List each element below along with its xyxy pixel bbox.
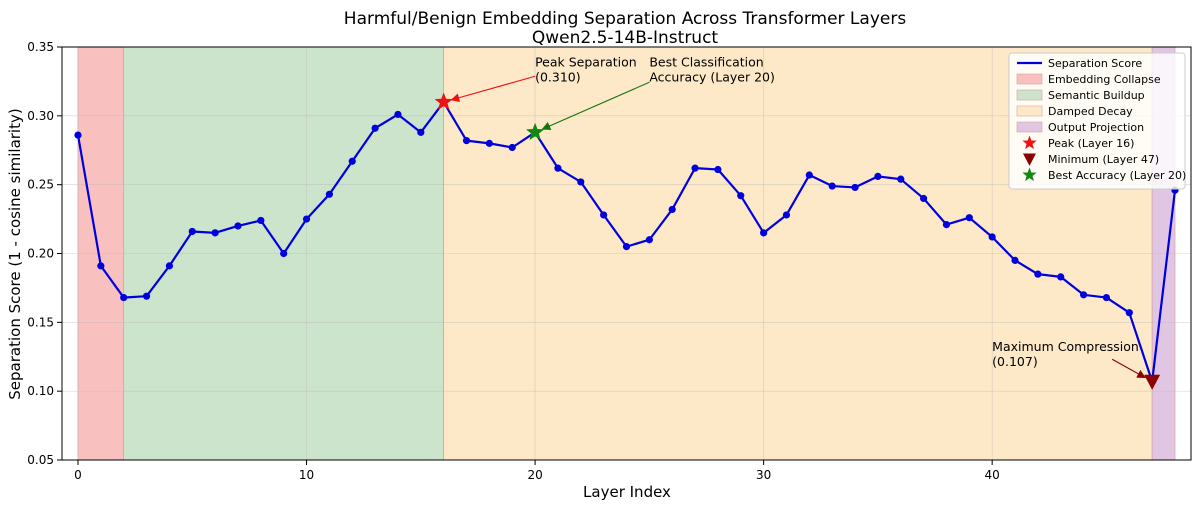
data-point xyxy=(462,137,471,145)
data-point xyxy=(485,139,493,147)
data-point xyxy=(394,110,402,119)
legend-box xyxy=(1008,52,1186,190)
x-tick-label: 10 xyxy=(299,468,314,482)
data-point xyxy=(142,292,151,300)
data-point xyxy=(234,222,242,230)
data-point xyxy=(760,229,768,237)
data-point xyxy=(554,164,562,172)
data-point xyxy=(1079,291,1088,299)
data-point xyxy=(851,183,859,192)
x-tick-label: 40 xyxy=(985,468,1000,482)
data-point xyxy=(737,192,745,200)
legend-label: Separation Score xyxy=(1048,57,1142,70)
legend-patch-icon xyxy=(1016,73,1043,85)
data-point xyxy=(1057,273,1065,281)
y-tick-label: 0.35 xyxy=(27,40,54,54)
annotation-text-layer: Peak Separation(0.310) Best Classificatio… xyxy=(535,54,1139,369)
legend-patch-icon xyxy=(1016,105,1043,117)
data-point xyxy=(1102,293,1111,302)
data-point xyxy=(508,143,516,152)
y-axis-label: Separation Score (1 - cosine similarity) xyxy=(6,108,24,399)
legend-star-icon xyxy=(1022,167,1037,182)
annotation-text: Best Classification xyxy=(649,54,763,69)
legend-label: Best Accuracy (Layer 20) xyxy=(1048,169,1186,182)
data-point xyxy=(942,220,951,229)
legend-star-icon xyxy=(1022,135,1037,150)
annotation-arrow xyxy=(541,81,650,130)
legend-label: Damped Decay xyxy=(1048,105,1133,118)
marker-best xyxy=(525,122,545,141)
data-point xyxy=(325,190,333,198)
data-point xyxy=(1034,270,1042,278)
data-point xyxy=(965,214,973,222)
data-point xyxy=(988,233,996,241)
annotation-text: Accuracy (Layer 20) xyxy=(649,69,775,84)
marker-minimum xyxy=(1144,374,1161,390)
y-tick-label: 0.15 xyxy=(27,315,54,329)
annotation-text: Maximum Compression xyxy=(992,339,1139,354)
annotation-text: Peak Separation xyxy=(535,54,637,69)
data-point xyxy=(920,194,928,203)
data-point xyxy=(348,157,356,165)
x-axis-label: Layer Index xyxy=(583,483,671,501)
legend-label: Semantic Buildup xyxy=(1048,89,1145,102)
data-point xyxy=(645,236,653,244)
legend-label: Peak (Layer 16) xyxy=(1048,137,1134,150)
marker-peak xyxy=(434,92,453,110)
y-tick-label: 0.30 xyxy=(27,109,54,123)
chart-title: Harmful/Benign Embedding Separation Acro… xyxy=(344,9,907,29)
data-point xyxy=(805,171,813,179)
legend-label: Output Projection xyxy=(1048,121,1144,134)
y-tick-label: 0.20 xyxy=(27,247,54,261)
data-point xyxy=(1011,256,1019,264)
data-point xyxy=(600,211,608,219)
marker-layer xyxy=(434,92,1161,390)
data-point xyxy=(1125,309,1133,317)
data-point xyxy=(188,227,196,236)
annotation-arrow xyxy=(1111,358,1146,379)
axes-layer: 0 10 20 30 40 0.05 0.10 0.15 0.20 0.25 0.30 0.35 xyxy=(27,40,1192,482)
x-tick-label: 0 xyxy=(74,468,82,482)
annotation-arrow-layer xyxy=(450,75,1146,379)
data-point xyxy=(691,164,699,172)
data-point xyxy=(302,215,311,223)
data-point xyxy=(622,243,631,251)
y-tick-label: 0.25 xyxy=(27,178,54,192)
annotation-arrow xyxy=(450,75,536,102)
data-point xyxy=(874,172,882,181)
data-point xyxy=(371,124,379,132)
data-point xyxy=(897,175,905,183)
data-point xyxy=(782,211,791,219)
chart-subtitle: Qwen2.5-14B-Instruct xyxy=(532,28,719,48)
data-point xyxy=(120,293,128,302)
data-point xyxy=(165,262,174,270)
legend: Separation Score Embedding Collapse Semant… xyxy=(1008,52,1186,190)
data-point xyxy=(577,178,585,186)
data-point xyxy=(828,182,836,190)
legend-label: Embedding Collapse xyxy=(1048,73,1161,86)
x-tick-label: 20 xyxy=(527,468,542,482)
data-point xyxy=(417,128,425,136)
annotation-text: (0.107) xyxy=(992,354,1038,369)
data-point xyxy=(280,249,288,258)
annotation-text: (0.310) xyxy=(535,69,581,84)
data-point xyxy=(257,216,265,225)
x-tick-label: 30 xyxy=(756,468,771,482)
series-layer xyxy=(74,98,1179,386)
data-point xyxy=(97,262,105,270)
legend-label: Minimum (Layer 47) xyxy=(1048,153,1159,166)
data-point xyxy=(714,165,722,174)
legend-triangle-icon xyxy=(1023,153,1036,166)
y-tick-label: 0.05 xyxy=(27,453,54,467)
y-tick-label: 0.10 xyxy=(27,384,54,398)
data-point xyxy=(74,131,82,139)
legend-patch-icon xyxy=(1016,89,1043,101)
data-point xyxy=(211,229,219,237)
legend-patch-icon xyxy=(1016,121,1043,133)
data-point xyxy=(668,205,676,214)
